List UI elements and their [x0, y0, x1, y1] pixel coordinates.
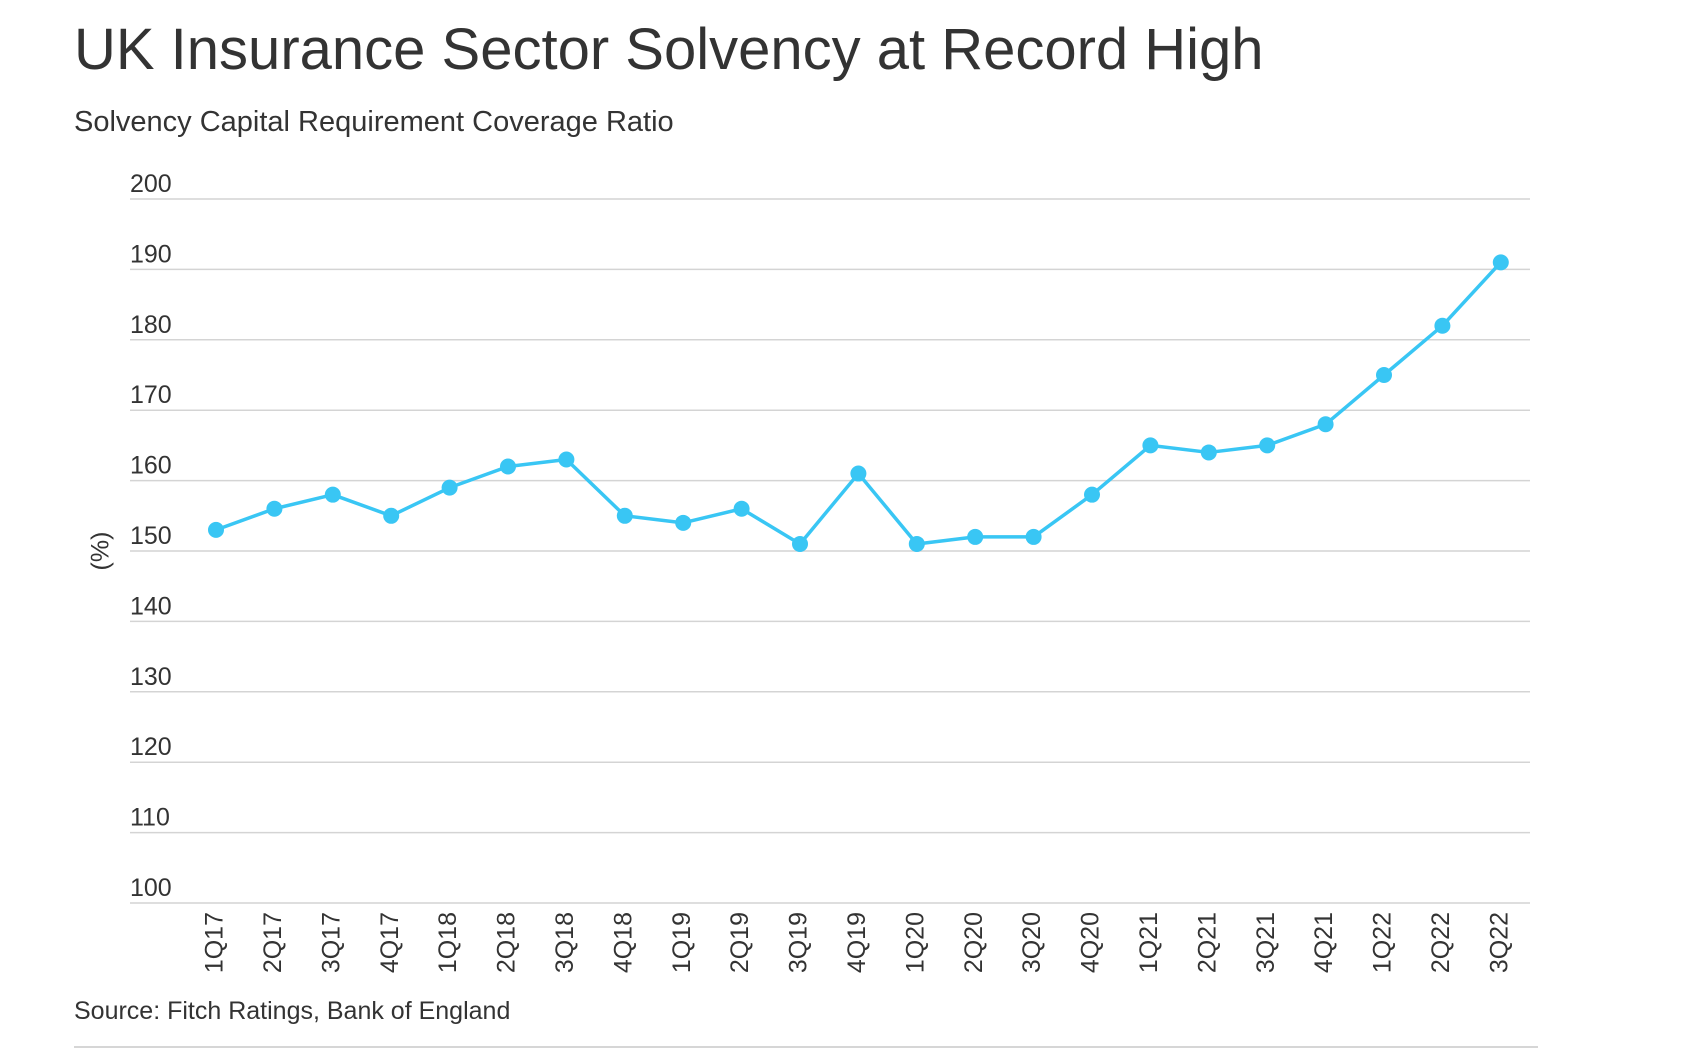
x-tick-label: 1Q18	[434, 912, 462, 973]
series-line	[214, 260, 1503, 546]
data-point	[266, 500, 283, 517]
y-tick-label: 110	[130, 804, 170, 832]
source-note: Source: Fitch Ratings, Bank of England	[74, 997, 511, 1025]
x-axis-ticks: 1Q17 2Q17 3Q17 4Q17 1Q18 2Q18 3Q18 4Q18 1Q19 2Q19…	[201, 912, 1514, 973]
y-tick-label: 130	[130, 663, 172, 691]
data-point	[1200, 444, 1217, 461]
x-tick-label: 1Q19	[668, 912, 696, 973]
y-tick-label: 100	[130, 874, 172, 902]
y-axis-ticks: 100 110 120 130 140 150 160 170 180 190 200	[130, 170, 172, 902]
y-tick-label: 160	[130, 452, 172, 480]
x-tick-label: 3Q18	[551, 912, 579, 973]
x-tick-label: 4Q18	[609, 912, 637, 973]
x-tick-label: 1Q21	[1135, 912, 1163, 973]
x-tick-label: 4Q19	[843, 912, 871, 973]
bottom-divider	[74, 1046, 1538, 1048]
data-point	[324, 486, 341, 503]
x-tick-label: 1Q20	[901, 912, 929, 973]
data-point	[383, 507, 400, 524]
data-point	[616, 507, 633, 524]
data-point	[967, 528, 984, 545]
data-point	[1259, 437, 1276, 454]
data-point	[1142, 437, 1159, 454]
x-tick-label: 2Q20	[960, 912, 988, 973]
data-point	[441, 479, 458, 496]
data-point	[733, 500, 750, 517]
y-axis-label: (%)	[87, 532, 115, 571]
gridlines	[130, 198, 1530, 904]
x-tick-label: 1Q17	[201, 912, 229, 973]
x-tick-label: 2Q21	[1193, 912, 1221, 973]
x-tick-label: 4Q21	[1310, 912, 1338, 973]
x-tick-label: 4Q17	[376, 912, 404, 973]
y-tick-label: 120	[130, 733, 172, 761]
data-point	[908, 535, 925, 552]
data-point	[1492, 254, 1509, 271]
x-tick-label: 2Q17	[259, 912, 287, 973]
y-tick-label: 190	[130, 240, 172, 268]
x-tick-label: 2Q22	[1427, 912, 1455, 973]
y-tick-label: 200	[130, 170, 172, 198]
x-tick-label: 2Q19	[726, 912, 754, 973]
data-point	[1025, 528, 1042, 545]
x-tick-label: 3Q21	[1252, 912, 1280, 973]
x-tick-label: 3Q22	[1485, 912, 1513, 973]
x-tick-label: 1Q22	[1369, 912, 1397, 973]
data-point	[1434, 317, 1451, 334]
data-point	[850, 465, 867, 482]
series-points	[208, 254, 1509, 552]
y-tick-label: 150	[130, 522, 172, 550]
data-point	[792, 535, 808, 552]
x-tick-label: 3Q20	[1018, 912, 1046, 973]
data-point	[1084, 486, 1100, 503]
y-tick-label: 180	[130, 311, 172, 339]
chart-subtitle: Solvency Capital Requirement Coverage Ra…	[74, 106, 674, 138]
data-point	[1376, 367, 1392, 383]
x-tick-label: 2Q18	[493, 912, 521, 973]
y-tick-label: 170	[130, 381, 172, 409]
data-point	[675, 514, 692, 531]
data-point	[208, 521, 224, 538]
x-tick-label: 3Q19	[785, 912, 813, 973]
y-tick-label: 140	[130, 592, 172, 620]
x-tick-label: 3Q17	[317, 912, 345, 973]
x-tick-label: 4Q20	[1077, 912, 1105, 973]
series-polyline	[214, 260, 1503, 546]
data-point	[500, 458, 516, 475]
data-point	[1317, 416, 1334, 433]
data-point	[558, 451, 575, 468]
chart-title: UK Insurance Sector Solvency at Record H…	[74, 17, 1264, 82]
